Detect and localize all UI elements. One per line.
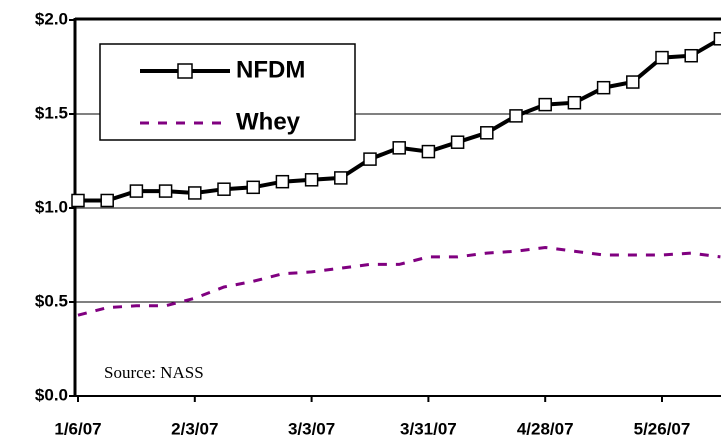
legend-label: Whey <box>236 108 301 135</box>
point-marker <box>304 173 319 187</box>
point-marker <box>275 174 290 189</box>
x-tick-label: 3/3/07 <box>288 419 335 438</box>
x-tick-label: 1/6/07 <box>54 419 101 438</box>
y-tick-label: $0.5 <box>35 291 68 310</box>
point-marker <box>392 141 406 155</box>
point-marker <box>538 97 552 112</box>
point-marker <box>655 50 669 65</box>
legend-marker <box>177 63 193 79</box>
x-tick-label: 3/31/07 <box>400 419 457 438</box>
x-tick-label: 5/26/07 <box>634 419 691 438</box>
point-marker <box>421 144 436 159</box>
point-marker <box>626 75 640 89</box>
point-marker <box>188 186 202 200</box>
source-note: Source: NASS <box>104 363 204 382</box>
point-marker <box>596 80 611 95</box>
legend-label: NFDM <box>236 56 305 83</box>
point-marker <box>100 193 114 208</box>
legend-box <box>99 43 356 141</box>
x-tick-label: 2/3/07 <box>171 419 218 438</box>
point-marker <box>567 95 582 110</box>
y-tick-label: $2.0 <box>35 9 68 28</box>
point-marker <box>480 126 494 140</box>
y-tick-label: $1.0 <box>35 197 68 216</box>
series-line <box>77 245 721 317</box>
point-marker <box>71 193 85 208</box>
point-marker <box>363 152 377 166</box>
point-marker <box>684 48 698 63</box>
point-marker <box>450 135 465 149</box>
point-marker <box>334 171 348 185</box>
point-marker <box>217 182 231 196</box>
y-tick-label: $1.5 <box>35 103 68 122</box>
y-tick-label: $0.0 <box>35 385 68 404</box>
point-marker <box>129 184 144 198</box>
x-tick-label: 4/28/07 <box>517 419 574 438</box>
point-marker <box>713 32 721 46</box>
point-marker <box>246 180 260 195</box>
point-marker <box>158 184 173 198</box>
point-marker <box>509 109 523 123</box>
